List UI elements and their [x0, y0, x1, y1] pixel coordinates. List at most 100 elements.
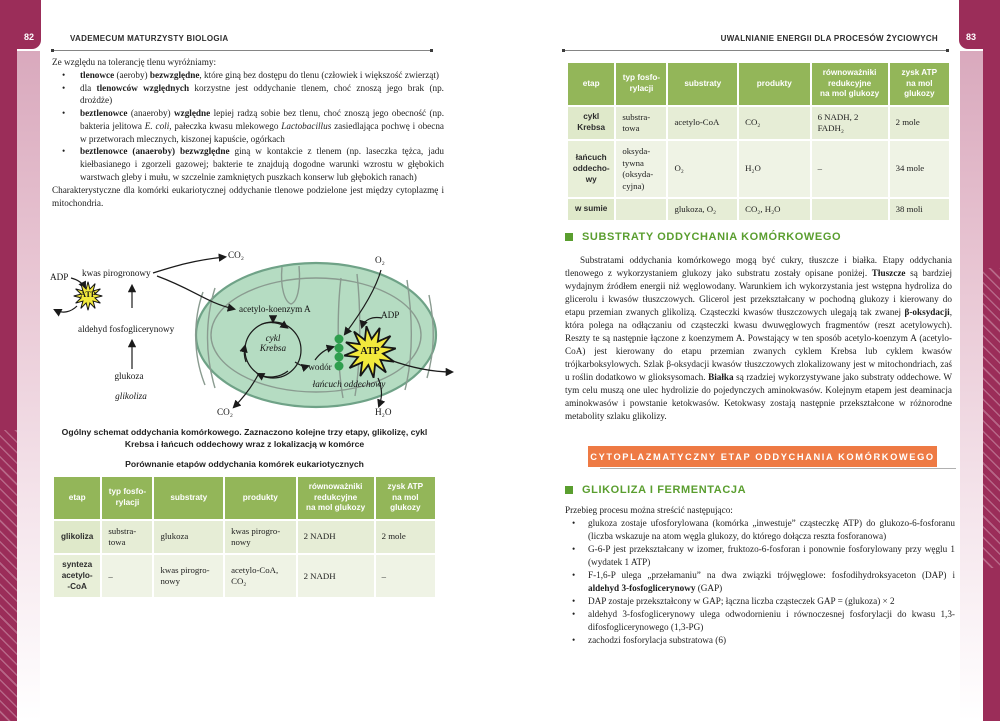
bullet-text: aldehyd 3-fosfoglicerynowy ulega odwodor…	[588, 608, 955, 632]
bullet-marker: •	[572, 517, 576, 528]
cytoplasmic-stage-banner: CYTOPLAZMATYCZNY ETAP ODDYCHANIA KOMÓRKO…	[588, 446, 937, 467]
bullet-marker: •	[572, 569, 576, 580]
section-heading-substraty: SUBSTRATY ODDYCHANIA KOMÓRKOWEGO	[565, 231, 841, 243]
label-lancuch-oddechowy: łańcuch oddechowy	[312, 379, 386, 389]
table-cell: –	[811, 141, 888, 198]
section2-title-text: GLIKOLIZA I FERMENTACJA	[582, 484, 747, 496]
table-row: synteza acetylo- -CoA – kwas pirogro- nowy…	[54, 555, 435, 598]
bullet-text: beztlenowce (anaeroby) względne lepiej r…	[80, 108, 444, 144]
respiration-stages-table: etap typ fosfo- rylacji substraty produkty r…	[566, 61, 951, 222]
table-rowhead-cell: synteza acetylo- -CoA	[54, 555, 101, 598]
table-cell: 2 NADH	[297, 555, 374, 598]
table-cell	[811, 199, 888, 221]
table-cell: kwas pirogro- nowy	[225, 520, 296, 554]
table-cell: –	[102, 555, 153, 598]
table-header-cell: substraty	[154, 477, 224, 519]
running-head-left: VADEMECUM MATURZYSTY BIOLOGIA	[70, 34, 229, 43]
bullet-text: dla tlenowców względnych korzystne jest …	[80, 82, 444, 106]
table-header-cell: zysk ATP na mol glukozy	[889, 63, 949, 105]
table-rowhead-cell: cykl Krebsa	[568, 106, 615, 140]
cell-respiration-diagram: CO₂ kwas pirogronowy ADP ATP aldehyd fos…	[45, 250, 460, 422]
left-table-title: Porównanie etapów oddychania komórek euk…	[125, 459, 364, 469]
bullet-marker: •	[62, 108, 66, 119]
label-co2-bottom: CO₂	[217, 407, 233, 417]
label-atp-mitochondrion: ATP	[360, 346, 380, 357]
page-number-tab-right: 83	[959, 0, 983, 49]
header-rule-left	[51, 49, 433, 52]
table-cell: 2 mole	[889, 106, 949, 140]
bullet-marker: •	[572, 634, 576, 645]
table-header-cell: produkty	[225, 477, 296, 519]
table-cell: O₂	[668, 141, 738, 198]
diagram-caption: Ogólny schemat oddychania komórkowego. Z…	[61, 427, 428, 449]
electron-carrier-dot	[334, 361, 344, 371]
table-row: cykl Krebsa substra- towa acetylo-CoA CO₂ 6 …	[568, 106, 949, 140]
left-pink-bar	[17, 51, 40, 721]
bullet-text: beztlenowce (anaeroby) bezwzględne giną …	[80, 146, 444, 183]
bullet-text: F-1,6-P ulega „przełamaniu” na dwa związ…	[588, 569, 955, 593]
table-rowhead-cell: glikoliza	[54, 520, 101, 554]
table-cell: acetylo-CoA	[668, 106, 738, 140]
right-edge-band	[983, 0, 1000, 721]
table-cell: 2 mole	[375, 520, 435, 554]
electron-carrier-dot	[334, 352, 344, 362]
glycolysis-intro: Przebieg procesu można streścić następuj…	[565, 505, 733, 515]
respiration-stages-table: etap typ fosfo- rylacji substraty produkty r…	[52, 475, 437, 599]
bullet-item: • aldehyd 3-fosfoglicerynowy ulega odwodo…	[565, 608, 955, 634]
table-header-cell: równoważniki redukcyjne na mol glukozy	[811, 63, 888, 105]
intro-line: Ze względu na tolerancję tlenu wyróżniam…	[52, 57, 217, 67]
table-cell: –	[375, 555, 435, 598]
label-atp-glycolysis: ATP	[80, 290, 96, 299]
table-header-cell: substraty	[668, 63, 738, 105]
label-h2o: H₂O	[375, 407, 392, 417]
right-edge-stripes	[983, 268, 1000, 568]
label-acetylo-koenzym-a: acetylo-koenzym A	[239, 304, 311, 314]
running-head-right: UWALNIANIE ENERGII DLA PROCESÓW ŻYCIOWYC…	[720, 34, 938, 43]
closing-paragraph: Charakterystyczne dla komórki eukariotyc…	[52, 184, 444, 208]
page-number-tab-left: 82	[17, 0, 41, 49]
section-square-icon	[565, 233, 573, 241]
comparison-table-right: etap typ fosfo- rylacji substraty produkty r…	[566, 61, 951, 222]
section-square-icon	[565, 486, 573, 494]
label-glukoza: glukoza	[114, 371, 144, 381]
table-header-cell: równoważniki redukcyjne na mol glukozy	[297, 477, 374, 519]
table-cell: glukoza	[154, 520, 224, 554]
table-cell: CO₂, H₂O	[739, 199, 810, 221]
table-cell: kwas pirogro- nowy	[154, 555, 224, 598]
table-header-cell: typ fosfo- rylacji	[102, 477, 153, 519]
bullet-marker: •	[572, 595, 576, 606]
table-cell: glukoza, O₂	[668, 199, 738, 221]
label-o2: O₂	[375, 255, 385, 265]
label-glikoliza: glikoliza	[115, 391, 147, 401]
table-cell: 2 NADH	[297, 520, 374, 554]
bullet-marker: •	[572, 608, 576, 619]
table-cell: substra- towa	[102, 520, 153, 554]
bullet-text: tlenowce (aeroby) bezwzględne, które gin…	[80, 69, 439, 80]
table-cell: 38 moli	[889, 199, 949, 221]
bullet-item: • dla tlenowców względnych korzystne jest…	[52, 82, 444, 108]
section-heading-glikoliza: GLIKOLIZA I FERMENTACJA	[565, 484, 746, 496]
left-edge-band	[0, 0, 17, 721]
bullet-marker: •	[62, 69, 66, 80]
bullet-item: • zachodzi fosforylacja substratowa (6)	[565, 634, 955, 647]
left-edge-stripes	[0, 430, 17, 721]
label-cykl-krebsa: cykl Krebsa	[259, 333, 287, 354]
table-cell: H₂O	[739, 141, 810, 198]
bullet-item: • F-1,6-P ulega „przełamaniu” na dwa zwią…	[565, 569, 955, 595]
table-header-cell: etap	[568, 63, 615, 105]
glycolysis-bullets: • glukoza zostaje ufosforylowana (komórka…	[565, 517, 955, 647]
bullet-item: • beztlenowce (anaeroby) bezwzględne giną…	[52, 145, 444, 183]
bullet-text: DAP zostaje przekształcony w GAP; łączna…	[588, 595, 895, 606]
table-header-cell: etap	[54, 477, 101, 519]
right-pink-bar	[960, 51, 983, 721]
label-adp-mitochondrion: ADP	[381, 310, 400, 320]
table-row: w sumie glukoza, O₂ CO₂, H₂O 38 moli	[568, 199, 949, 221]
banner-shadow-line	[600, 468, 956, 469]
bullet-marker: •	[62, 146, 66, 157]
bullet-marker: •	[62, 82, 66, 93]
substraty-paragraph: Substratami oddychania komórkowego mogą …	[565, 255, 952, 421]
header-rule-right	[562, 49, 949, 52]
label-adp-glycolysis: ADP	[50, 272, 69, 282]
table-header-cell: zysk ATP na mol glukozy	[375, 477, 435, 519]
oxygen-tolerance-text: Ze względu na tolerancję tlenu wyróżniam…	[52, 56, 444, 209]
